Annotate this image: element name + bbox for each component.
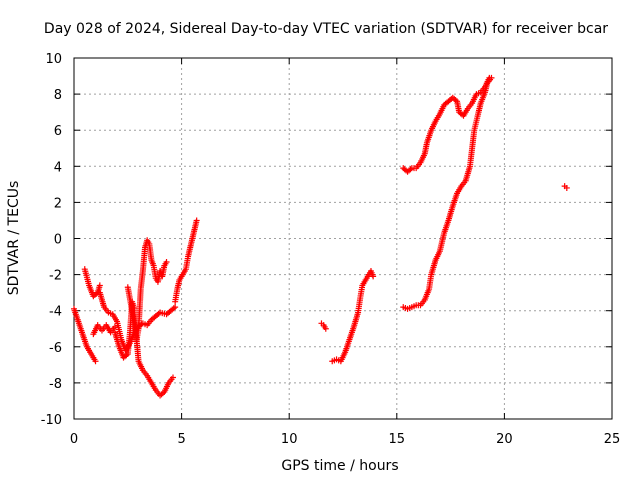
x-tick-label: 5 — [177, 432, 185, 447]
chart-title: Day 028 of 2024, Sidereal Day-to-day VTE… — [44, 21, 608, 37]
data-point — [172, 304, 179, 311]
y-tick-label: 10 — [45, 52, 62, 67]
x-tick-label: 20 — [496, 432, 513, 447]
y-tick-label: 8 — [54, 88, 62, 103]
y-tick-label: -10 — [41, 413, 62, 428]
data-points — [71, 74, 570, 399]
data-point — [163, 258, 170, 265]
y-tick-label: -8 — [49, 377, 62, 392]
y-tick-labels: -10 -8 -6 -4 -2 0 2 4 6 8 10 — [41, 52, 62, 428]
y-tick-label: -2 — [49, 269, 62, 284]
x-tick-labels: 0 5 10 15 20 25 — [70, 432, 620, 447]
data-point — [486, 74, 493, 81]
data-point — [92, 358, 99, 365]
data-point — [322, 325, 329, 332]
y-tick-label: -4 — [49, 305, 62, 320]
data-point — [370, 273, 377, 280]
x-tick-label: 0 — [70, 432, 78, 447]
y-tick-label: 0 — [54, 233, 62, 248]
x-tick-label: 10 — [281, 432, 298, 447]
grid-lines — [74, 58, 612, 419]
data-point — [111, 323, 118, 330]
axis-ticks — [73, 57, 613, 420]
x-tick-label: 25 — [604, 432, 621, 447]
y-tick-label: 4 — [54, 160, 62, 175]
y-tick-label: -6 — [49, 341, 62, 356]
x-tick-label: 15 — [389, 432, 406, 447]
y-tick-label: 6 — [54, 124, 62, 139]
x-axis-label: GPS time / hours — [281, 458, 398, 474]
data-point — [96, 282, 103, 289]
y-axis-label: SDTVAR / TECUs — [6, 181, 22, 296]
data-point — [563, 184, 570, 191]
data-point — [169, 374, 176, 381]
y-tick-label: 2 — [54, 196, 62, 211]
data-point — [193, 217, 200, 224]
